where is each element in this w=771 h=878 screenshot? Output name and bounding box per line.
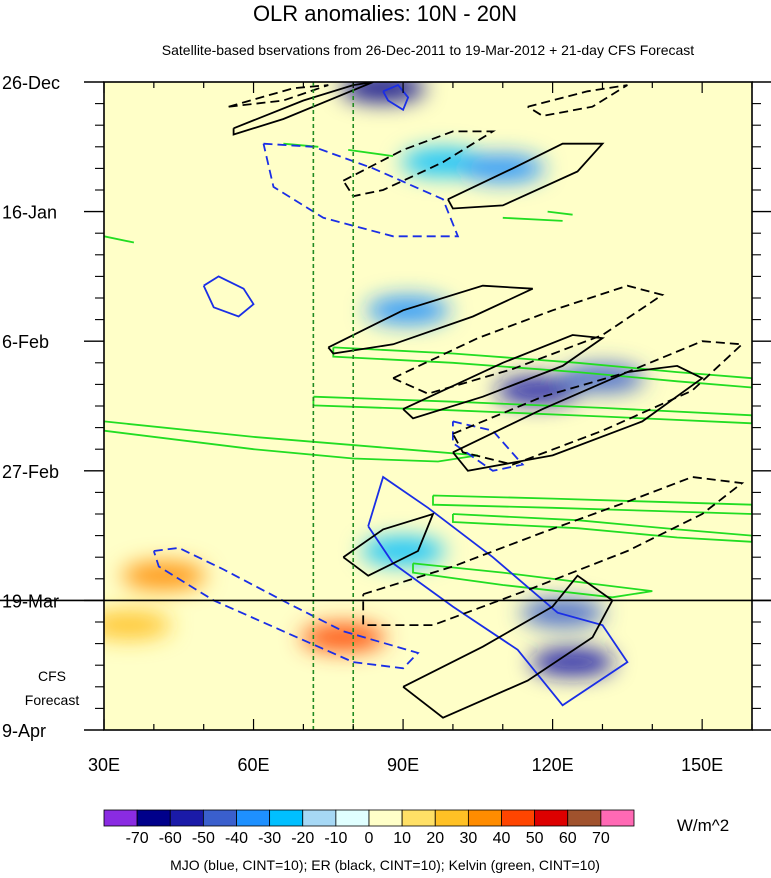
colorbar-swatch-0 (103, 809, 138, 827)
er-contour-12 (362, 476, 745, 626)
kelvin-contour-8 (432, 494, 752, 515)
colorbar-swatch-13 (534, 809, 569, 827)
er-contour-11 (452, 340, 745, 466)
olr-anomaly-cell-10 (301, 623, 386, 652)
colorbar-swatch-9 (401, 809, 436, 827)
chart-subtitle: Satellite-based bservations from 26-Dec-… (162, 42, 694, 58)
x-tick-label: 90E (387, 755, 419, 775)
colorbar-swatch-15 (600, 809, 635, 827)
er-contour-10 (392, 284, 665, 395)
olr-anomaly-cell-8 (530, 648, 615, 677)
colorbar-swatch-8 (368, 809, 403, 827)
kelvin-contour-3 (547, 210, 573, 216)
mjo-contour-3 (262, 142, 460, 238)
colorbar-label: 20 (426, 830, 444, 847)
colorbar-swatch-6 (302, 809, 337, 827)
olr-anomaly-field (104, 82, 645, 677)
colorbar-label: 50 (526, 830, 544, 847)
kelvin-contour-9 (452, 513, 752, 543)
wave-contours (104, 82, 752, 719)
colorbar-swatch-2 (169, 809, 204, 827)
y-tick-label: 16-Jan (2, 203, 57, 223)
olr-anomaly-cell-9 (121, 561, 206, 590)
olr-anomaly-cell-6 (361, 537, 446, 566)
y-tick-label: 9-Apr (2, 721, 46, 741)
er-contour-8 (342, 130, 496, 198)
colorbar-label: -10 (324, 830, 347, 847)
chart-title: OLR anomalies: 10N - 20N (253, 1, 517, 26)
kelvin-contour-10 (412, 562, 653, 599)
mjo-contour-4 (152, 546, 420, 670)
er-contour-7 (228, 84, 329, 108)
colorbar-label: 70 (592, 830, 610, 847)
kelvin-contour-4 (502, 216, 563, 222)
colorbar-swatch-3 (202, 809, 237, 827)
x-tick-label: 120E (532, 755, 574, 775)
er-contour-0 (232, 82, 374, 136)
colorbar-label: 30 (459, 830, 477, 847)
colorbar-swatch-10 (434, 809, 469, 827)
kelvin-contour-7 (104, 420, 478, 463)
er-contour-4 (452, 364, 704, 472)
forecast-label-line-1: CFS (38, 668, 66, 684)
reference-lines (0, 82, 771, 730)
kelvin-contour-2 (348, 149, 394, 157)
mjo-contour-0 (202, 275, 255, 318)
colorbar-label: -50 (192, 830, 215, 847)
colorbar-swatch-11 (467, 809, 502, 827)
colorbar-label: -30 (258, 830, 281, 847)
plot-background (104, 82, 752, 730)
er-contour-5 (342, 512, 435, 577)
forecast-label-line-2: Forecast (25, 692, 80, 708)
olr-anomaly-cell-11 (104, 611, 171, 640)
y-tick-label: 6-Feb (2, 332, 49, 352)
er-contour-1 (447, 142, 605, 210)
x-tick-label: 30E (88, 755, 120, 775)
olr-anomaly-cell-2 (460, 154, 545, 183)
colorbar: -70 -60 -50 -40 -30 -20 -10 0 10 20 30 40 50 60 70 (103, 809, 635, 847)
colorbar-label: -40 (225, 830, 248, 847)
axes: 30E 60E 90E 120E 150E 26-Dec 16-Jan 6-Feb 27-Feb… (2, 73, 771, 775)
y-tick-label: 27-Feb (2, 462, 59, 482)
colorbar-label: -20 (291, 830, 314, 847)
colorbar-label: -60 (159, 830, 182, 847)
er-contour-3 (402, 334, 606, 420)
kelvin-contour-6 (312, 395, 752, 425)
x-tick-label: 60E (238, 755, 270, 775)
colorbar-swatch-5 (269, 809, 304, 827)
colorbar-label: 60 (559, 830, 577, 847)
colorbar-label: 10 (393, 830, 411, 847)
footer-note: MJO (blue, CINT=10); ER (black, CINT=10)… (170, 857, 600, 873)
colorbar-units: W/m^2 (677, 816, 729, 835)
colorbar-label: 40 (493, 830, 511, 847)
colorbar-label: -70 (126, 830, 149, 847)
colorbar-swatch-7 (335, 809, 370, 827)
colorbar-label: 0 (365, 830, 374, 847)
colorbar-swatch-4 (236, 809, 271, 827)
colorbar-swatch-12 (501, 809, 536, 827)
colorbar-swatch-1 (136, 809, 171, 827)
x-tick-label: 150E (681, 755, 723, 775)
mjo-contour-1 (382, 84, 410, 112)
olr-shading (104, 82, 645, 677)
er-contour-2 (327, 284, 534, 355)
y-tick-label: 19-Mar (2, 591, 59, 611)
er-contour-9 (527, 84, 628, 117)
olr-anomaly-cell-5 (560, 364, 645, 393)
kelvin-contour-5 (332, 346, 752, 389)
y-tick-label: 26-Dec (2, 73, 60, 93)
mjo-contour-2 (367, 475, 629, 707)
kelvin-contour-0 (104, 235, 135, 244)
mjo-contour-5 (452, 420, 525, 472)
colorbar-swatch-14 (567, 809, 602, 827)
